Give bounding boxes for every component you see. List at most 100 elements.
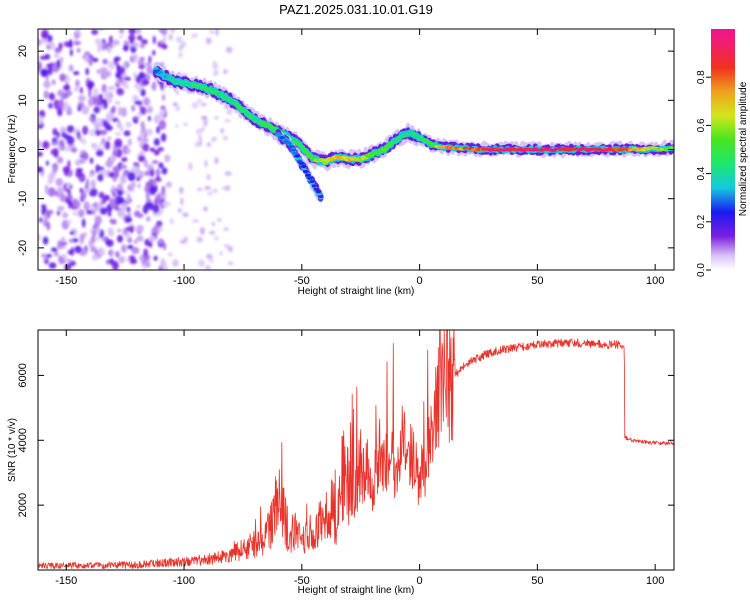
- noise-blob: [97, 29, 105, 32]
- noise-blob: [47, 187, 56, 197]
- noise-blob: [208, 257, 214, 263]
- noise-blob: [92, 230, 96, 238]
- noise-blob: [201, 115, 208, 120]
- noise-blob: [225, 46, 233, 54]
- noise-blob: [95, 149, 104, 157]
- noise-blob: [58, 145, 64, 151]
- noise-blob: [160, 39, 164, 44]
- noise-blob: [46, 221, 51, 231]
- noise-blob: [59, 73, 67, 82]
- noise-blob: [62, 212, 69, 219]
- noise-blob: [107, 61, 115, 70]
- noise-blob: [211, 136, 217, 142]
- noise-blob: [191, 102, 199, 109]
- noise-blob: [133, 162, 137, 167]
- noise-blob: [128, 34, 136, 41]
- noise-blob: [65, 82, 69, 90]
- noise-blob: [134, 170, 142, 177]
- noise-blob: [38, 166, 44, 173]
- noise-blob: [117, 106, 122, 116]
- noise-blob: [49, 41, 56, 50]
- noise-blob: [121, 244, 127, 253]
- noise-blob: [104, 140, 111, 150]
- noise-blob: [100, 66, 108, 74]
- spectrogram-ytick-label: -20: [17, 240, 29, 256]
- noise-blob: [95, 129, 101, 136]
- noise-blob: [89, 129, 97, 137]
- snr-ytick-label: 4000: [17, 428, 29, 452]
- noise-blob: [51, 247, 58, 252]
- noise-blob: [138, 155, 146, 163]
- noise-blob: [96, 215, 102, 225]
- noise-blob: [91, 253, 99, 261]
- noise-blob: [75, 79, 80, 88]
- noise-blob: [168, 33, 173, 41]
- noise-blob: [112, 165, 121, 174]
- noise-blob: [97, 204, 104, 209]
- noise-blob: [176, 36, 183, 43]
- noise-blob: [175, 124, 179, 128]
- noise-blob: [136, 29, 141, 35]
- noise-blob: [96, 226, 101, 235]
- noise-blob: [38, 233, 41, 242]
- noise-blob: [83, 54, 89, 63]
- noise-blob: [137, 136, 142, 141]
- noise-blob: [38, 60, 41, 70]
- noise-blob: [139, 61, 145, 66]
- noise-blob: [43, 90, 49, 99]
- noise-blob: [136, 235, 144, 242]
- noise-blob: [214, 157, 219, 165]
- noise-blob: [121, 61, 128, 69]
- noise-blob: [67, 219, 72, 224]
- noise-blob: [107, 211, 112, 217]
- noise-blob: [139, 254, 145, 263]
- noise-blob: [196, 187, 204, 192]
- noise-blob: [143, 258, 150, 267]
- noise-blob: [122, 171, 129, 176]
- noise-blob: [127, 185, 132, 191]
- colorbar-gradient: [711, 29, 735, 270]
- noise-blob: [210, 30, 214, 34]
- noise-blob: [136, 213, 144, 219]
- noise-blob: [149, 185, 156, 196]
- noise-blob: [48, 65, 53, 75]
- noise-blob: [162, 193, 167, 200]
- noise-blob: [192, 219, 199, 223]
- snr-background: [38, 330, 674, 570]
- noise-blob: [151, 160, 159, 164]
- noise-blob: [69, 48, 73, 57]
- noise-blob: [120, 174, 127, 184]
- noise-blob: [175, 90, 180, 95]
- noise-blob: [101, 236, 107, 242]
- noise-blob: [141, 137, 149, 143]
- noise-blob: [142, 143, 150, 152]
- noise-blob: [43, 80, 51, 89]
- noise-blob: [206, 253, 213, 259]
- ridge-segment: [313, 187, 320, 191]
- noise-blob: [160, 80, 165, 91]
- noise-blob: [75, 169, 83, 178]
- noise-blob: [92, 87, 99, 97]
- noise-blob: [110, 107, 115, 114]
- noise-blob: [143, 248, 149, 257]
- noise-blob: [119, 29, 125, 34]
- ridge-segment: [300, 164, 307, 169]
- noise-blob: [90, 179, 96, 189]
- spectrogram-xtick-label: -100: [173, 275, 195, 287]
- noise-blob: [100, 129, 108, 136]
- noise-blob: [223, 69, 228, 75]
- noise-blob: [111, 184, 116, 193]
- ridge-segment: [417, 136, 424, 139]
- noise-blob: [66, 125, 75, 133]
- noise-blob: [139, 56, 145, 62]
- noise-blob: [213, 116, 220, 120]
- noise-blob: [114, 101, 121, 105]
- snr-xtick-label: -150: [55, 575, 77, 587]
- noise-blob: [180, 40, 186, 49]
- noise-blob: [70, 147, 78, 153]
- noise-blob: [98, 166, 105, 171]
- noise-blob: [223, 135, 228, 141]
- noise-blob: [128, 29, 137, 35]
- noise-blob: [114, 132, 122, 136]
- noise-blob: [68, 39, 73, 49]
